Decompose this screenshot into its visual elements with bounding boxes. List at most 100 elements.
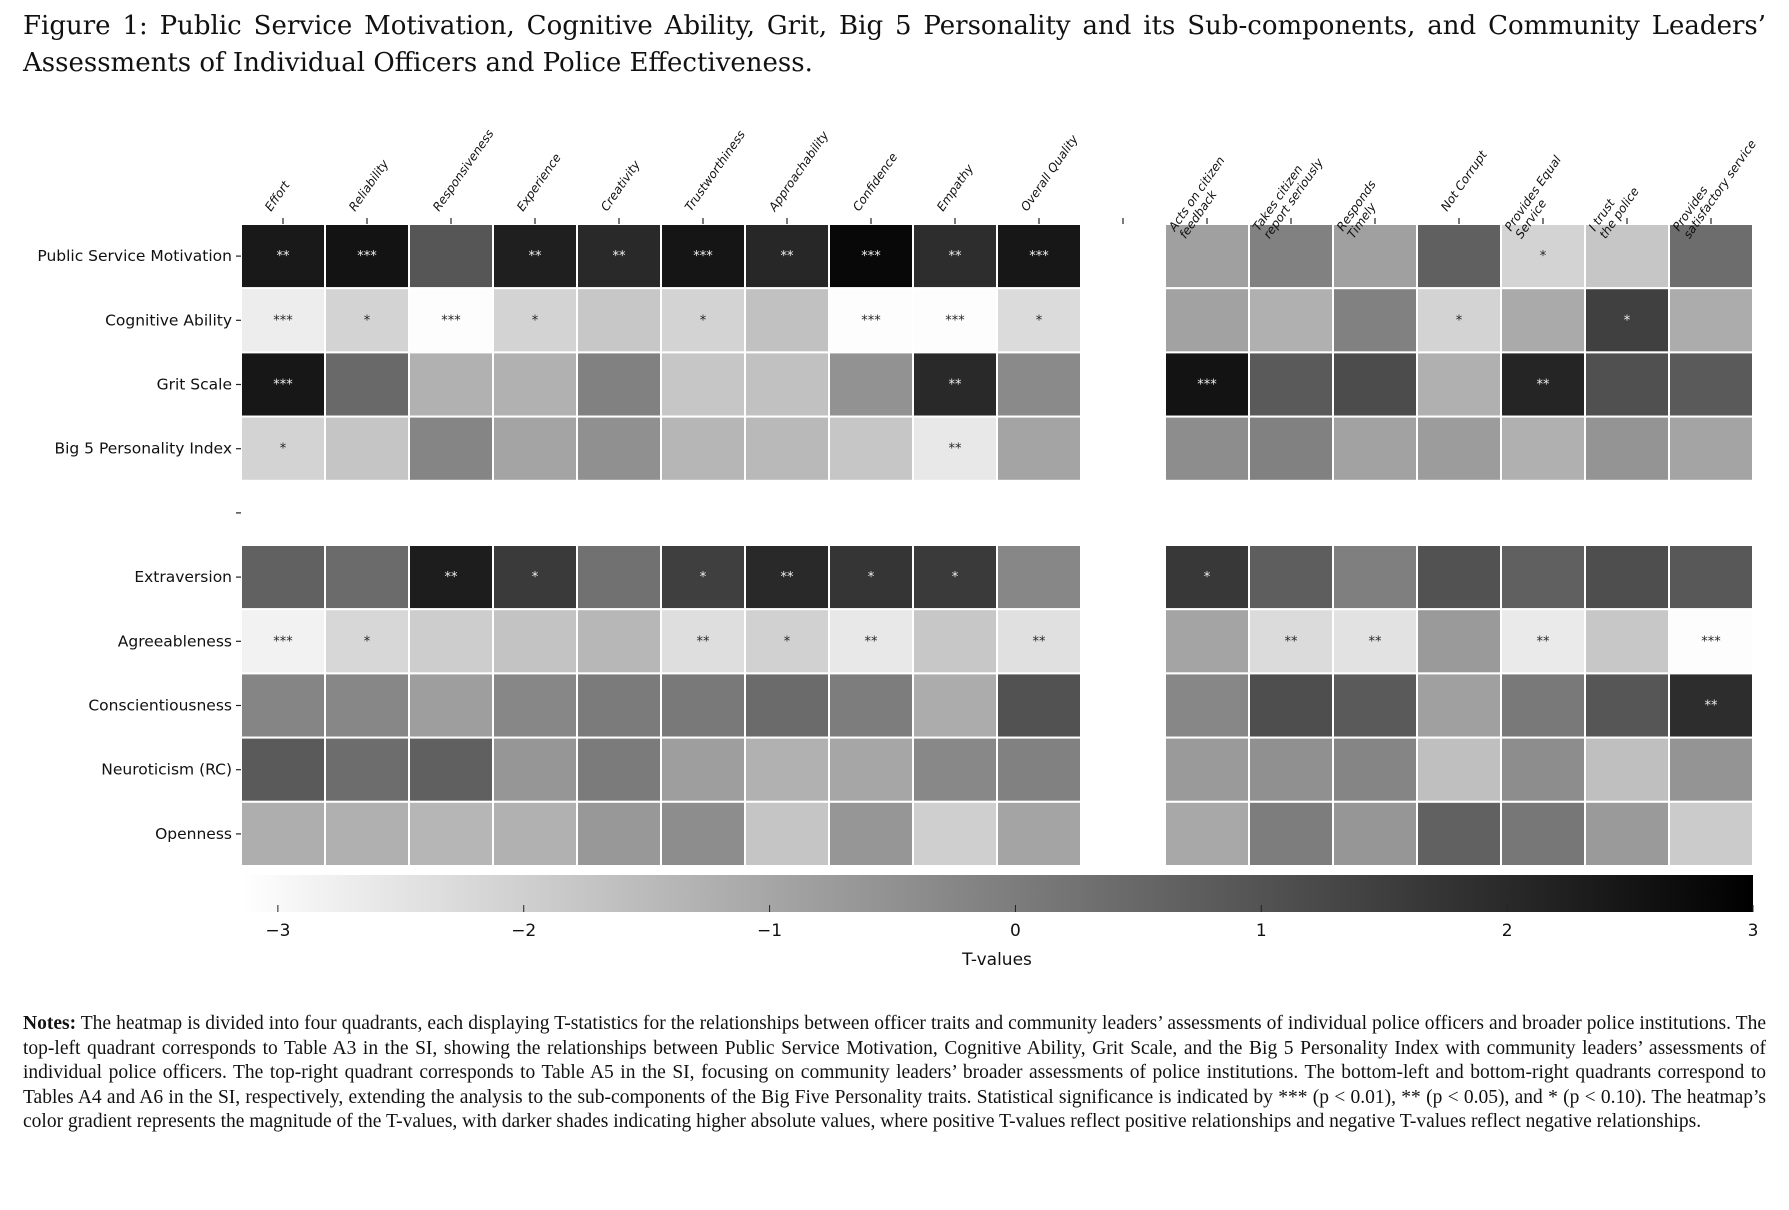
heatmap-cell <box>1332 800 1418 867</box>
heatmap-cell <box>408 223 494 290</box>
significance-label: *** <box>1029 249 1049 264</box>
heatmap-cell <box>660 415 746 482</box>
heatmap-cell <box>744 223 830 290</box>
significance-label: * <box>1456 313 1463 328</box>
heatmap-cell <box>1164 672 1250 739</box>
colorbar-gradient <box>241 875 1753 912</box>
colorbar: T-values −3 −2 −1 0 1 2 3 <box>241 875 1758 970</box>
heatmap-cell <box>660 672 746 739</box>
heatmap-cell <box>828 736 914 803</box>
heatmap-cell <box>576 415 662 482</box>
significance-label: * <box>280 442 287 457</box>
significance-label: ** <box>613 249 627 264</box>
heatmap-cell <box>996 608 1082 675</box>
colorbar-tick-label: 3 <box>1748 921 1759 941</box>
heatmap-cell <box>1668 736 1754 803</box>
heatmap-cell <box>1248 351 1334 418</box>
row-label: Big 5 Personality Index <box>54 440 232 458</box>
heatmap-cell <box>1416 672 1502 739</box>
significance-label: ** <box>1285 634 1299 649</box>
significance-label: ** <box>949 249 963 264</box>
significance-label: ** <box>865 634 879 649</box>
significance-label: *** <box>1197 378 1217 393</box>
heatmap-cell <box>912 800 998 867</box>
heatmap-cell <box>912 736 998 803</box>
column-label-line: Overall Quality <box>1018 132 1081 214</box>
heatmap-cell <box>1416 736 1502 803</box>
heatmap-cell <box>744 415 830 482</box>
heatmap-cell <box>660 800 746 867</box>
heatmap-cell <box>492 415 578 482</box>
heatmap-cell <box>1584 736 1670 803</box>
column-label: Confidence <box>850 150 900 213</box>
colorbar-tick-label: −1 <box>757 921 782 941</box>
heatmap-cell <box>1248 544 1334 611</box>
heatmap-cell <box>576 544 662 611</box>
significance-label: ** <box>697 634 711 649</box>
heatmap-cell <box>1500 608 1586 675</box>
colorbar-tick-label: 1 <box>1256 921 1267 941</box>
heatmap-cell <box>408 608 494 675</box>
heatmap-cell <box>1500 415 1586 482</box>
heatmap-cell <box>1668 608 1754 675</box>
heatmap-cell <box>492 736 578 803</box>
heatmap-cell <box>660 608 746 675</box>
column-label-line: Effort <box>262 177 293 213</box>
heatmap-cell <box>1164 287 1250 354</box>
significance-label: ** <box>529 249 543 264</box>
column-label: Approachability <box>765 128 832 215</box>
heatmap-cell <box>408 800 494 867</box>
heatmap-cell <box>492 544 578 611</box>
heatmap-cell <box>1332 544 1418 611</box>
heatmap-cell <box>912 608 998 675</box>
significance-label: *** <box>357 249 377 264</box>
heatmap-cell <box>1584 672 1670 739</box>
row-label: Cognitive Ability <box>105 311 232 329</box>
significance-label: *** <box>441 313 461 328</box>
significance-label: * <box>784 634 791 649</box>
column-label-line: Trustworthiness <box>682 128 748 214</box>
figure-title: Figure 1: Public Service Motivation, Cog… <box>23 11 1766 78</box>
heatmap-cell <box>1164 736 1250 803</box>
significance-label: ** <box>1369 634 1383 649</box>
heatmap-cell <box>492 672 578 739</box>
heatmap-cell <box>324 736 410 803</box>
heatmap-cell <box>912 544 998 611</box>
significance-label: * <box>532 570 539 585</box>
row-label: Agreeableness <box>118 632 232 650</box>
heatmap-cell <box>1584 415 1670 482</box>
heatmap-cell <box>1668 287 1754 354</box>
column-label-line: Empathy <box>934 161 977 214</box>
column-label: Creativity <box>598 157 643 214</box>
heatmap-cell <box>744 351 830 418</box>
heatmap-cell <box>1500 287 1586 354</box>
heatmap-cell <box>1164 800 1250 867</box>
heatmap-cell <box>1164 351 1250 418</box>
significance-label: * <box>1624 313 1631 328</box>
colorbar-tick-label: 0 <box>1010 921 1021 941</box>
heatmap-cell <box>492 800 578 867</box>
heatmap-cell <box>1248 287 1334 354</box>
heatmap-cell <box>240 736 326 803</box>
heatmap-cell <box>996 544 1082 611</box>
heatmap-cell <box>324 351 410 418</box>
heatmap-cell <box>1332 351 1418 418</box>
significance-label: *** <box>861 313 881 328</box>
heatmap-cell <box>660 736 746 803</box>
heatmap-cell <box>1164 544 1250 611</box>
heatmap-cell <box>324 287 410 354</box>
heatmap-cell <box>408 544 494 611</box>
heatmap-cell <box>1332 672 1418 739</box>
column-label: Experience <box>514 151 564 214</box>
heatmap-cell <box>1500 800 1586 867</box>
heatmap-cell <box>1332 287 1418 354</box>
row-label: Extraversion <box>134 568 232 586</box>
heatmap-cell <box>1416 223 1502 290</box>
heatmap-cell <box>996 800 1082 867</box>
heatmap-cell <box>660 223 746 290</box>
heatmap-cell <box>1164 223 1250 290</box>
heatmap-cell <box>1416 800 1502 867</box>
colorbar-tick-label: −2 <box>511 921 536 941</box>
heatmap-cell <box>576 800 662 867</box>
column-label: Responsiveness <box>430 127 497 214</box>
